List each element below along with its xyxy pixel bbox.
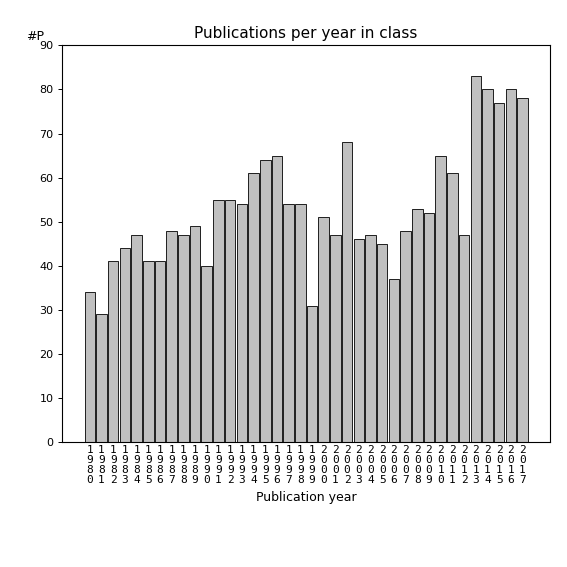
Bar [388, 279, 399, 442]
Bar [143, 261, 154, 442]
Bar [155, 261, 165, 442]
Bar [400, 231, 411, 442]
Bar [84, 293, 95, 442]
Bar [412, 209, 422, 442]
Bar [494, 103, 505, 442]
Bar [330, 235, 341, 442]
Text: #P: #P [26, 31, 44, 44]
Bar [236, 204, 247, 442]
Bar [459, 235, 469, 442]
Bar [471, 76, 481, 442]
Bar [166, 231, 177, 442]
Bar [295, 204, 306, 442]
Bar [319, 217, 329, 442]
Bar [108, 261, 119, 442]
Bar [178, 235, 189, 442]
Bar [190, 226, 200, 442]
Bar [120, 248, 130, 442]
Bar [248, 174, 259, 442]
X-axis label: Publication year: Publication year [256, 490, 357, 503]
Bar [201, 266, 212, 442]
Title: Publications per year in class: Publications per year in class [194, 27, 418, 41]
Bar [213, 200, 224, 442]
Bar [424, 213, 434, 442]
Bar [517, 98, 528, 442]
Bar [260, 160, 270, 442]
Bar [365, 235, 376, 442]
Bar [225, 200, 235, 442]
Bar [506, 90, 516, 442]
Bar [284, 204, 294, 442]
Bar [447, 174, 458, 442]
Bar [482, 90, 493, 442]
Bar [132, 235, 142, 442]
Bar [272, 155, 282, 442]
Bar [377, 244, 387, 442]
Bar [354, 239, 364, 442]
Bar [307, 306, 318, 442]
Bar [342, 142, 352, 442]
Bar [96, 314, 107, 442]
Bar [435, 155, 446, 442]
